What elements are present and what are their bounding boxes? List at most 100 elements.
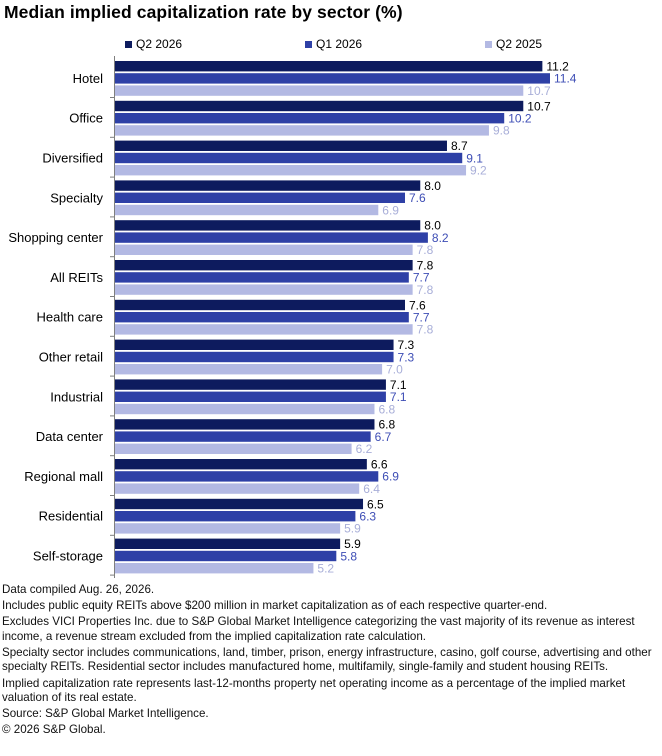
bar-chart: Hotel11.211.410.7Office10.710.29.8Divers…: [8, 56, 577, 578]
bar: [115, 165, 467, 176]
category-label: Residential: [39, 509, 103, 524]
data-label: 5.2: [317, 562, 334, 576]
bar: [115, 459, 367, 470]
note-exclusion: Excludes VICI Properties Inc. due to S&P…: [2, 615, 635, 643]
bar: [115, 339, 394, 350]
bar: [115, 312, 409, 323]
chart-notes: Data compiled Aug. 26, 2026. Includes pu…: [2, 583, 652, 739]
bar: [115, 73, 550, 84]
data-label: 5.9: [344, 522, 361, 536]
data-label: 8.0: [424, 179, 441, 193]
data-label: 6.9: [382, 470, 399, 484]
category-label: Hotel: [73, 71, 103, 86]
category-label: Diversified: [42, 151, 103, 166]
data-label: 7.6: [409, 298, 426, 312]
bar: [115, 232, 428, 243]
note-methodology: Implied capitalization rate represents l…: [2, 676, 626, 705]
note-date: Data compiled Aug. 26, 2026.: [2, 583, 155, 596]
bar: [115, 125, 489, 136]
data-label: 6.6: [371, 458, 388, 472]
legend-item-q2-2026: Q2 2026: [125, 37, 182, 51]
category-label: Regional mall: [24, 469, 103, 484]
bar: [115, 483, 360, 494]
data-label: 7.6: [409, 191, 426, 205]
data-label: 7.1: [390, 378, 407, 392]
bar: [115, 192, 405, 203]
bar: [115, 152, 463, 164]
data-label: 6.9: [382, 203, 399, 217]
legend-swatch: [305, 40, 312, 48]
data-label: 11.2: [546, 60, 569, 74]
category-label: All REITs: [50, 270, 103, 285]
bar: [115, 403, 375, 415]
data-label: 11.4: [554, 72, 577, 86]
data-label: 10.7: [527, 99, 551, 113]
bar: [115, 550, 337, 562]
bar: [115, 511, 356, 522]
data-label: 5.8: [340, 549, 357, 563]
data-label: 7.8: [417, 283, 434, 297]
bar: [115, 180, 421, 191]
data-label: 7.7: [413, 271, 430, 285]
category-label: Self-storage: [33, 549, 103, 564]
bar: [115, 113, 505, 124]
bar: [115, 563, 314, 574]
data-label: 9.1: [466, 151, 483, 165]
data-label: 8.2: [432, 231, 449, 245]
data-label: 9.2: [470, 164, 487, 178]
bar: [115, 419, 375, 430]
note-sector-definitions: Specialty sector includes communications…: [2, 645, 652, 674]
category-label: Industrial: [50, 389, 103, 404]
data-label: 7.8: [417, 323, 434, 337]
chart-title: Median implied capitalization rate by se…: [4, 2, 403, 22]
data-label: 5.9: [344, 537, 361, 551]
note-inclusion: Includes public equity REITs above $200 …: [2, 599, 548, 613]
data-label: 6.8: [378, 402, 395, 416]
data-label: 7.3: [398, 338, 415, 352]
note-source: Source: S&P Global Market Intelligence.: [2, 707, 209, 721]
bar: [115, 324, 413, 335]
data-label: 8.0: [424, 219, 441, 233]
bar: [115, 244, 413, 255]
bar: [115, 498, 364, 510]
bar: [115, 272, 409, 283]
legend-swatch: [125, 40, 132, 48]
data-label: 6.4: [363, 482, 380, 496]
bar: [115, 140, 447, 151]
category-label: Office: [69, 111, 103, 126]
data-label: 7.8: [417, 259, 434, 273]
data-label: 7.0: [386, 363, 403, 377]
data-label: 6.5: [367, 497, 384, 511]
data-label: 8.7: [451, 139, 468, 153]
legend-swatch: [485, 40, 492, 48]
bar: [115, 284, 413, 295]
bar: [115, 299, 405, 311]
data-label: 9.8: [493, 124, 510, 138]
data-label: 6.2: [356, 442, 373, 456]
category-label: Health care: [37, 310, 103, 325]
bar: [115, 220, 421, 231]
data-label: 10.2: [508, 112, 532, 126]
category-label: Data center: [36, 429, 104, 444]
bar: [115, 379, 386, 390]
bar: [115, 523, 341, 534]
legend-label: Q2 2025: [496, 37, 543, 51]
data-label: 7.1: [390, 390, 407, 404]
data-label: 6.7: [375, 430, 392, 444]
bar: [115, 260, 413, 271]
legend-item-q1-2026: Q1 2026: [305, 37, 362, 51]
bar: [115, 61, 543, 72]
legend-label: Q1 2026: [316, 37, 363, 51]
category-label: Shopping center: [8, 230, 103, 245]
data-label: 7.7: [413, 311, 430, 325]
data-label: 10.7: [527, 84, 551, 98]
bar: [115, 85, 524, 96]
data-label: 6.3: [359, 510, 376, 524]
category-label: Specialty: [50, 190, 103, 205]
bar: [115, 391, 386, 402]
data-label: 6.8: [378, 418, 395, 432]
data-label: 7.3: [398, 350, 415, 364]
category-label: Other retail: [39, 350, 103, 365]
note-copyright: © 2026 S&P Global.: [2, 723, 106, 737]
bar: [115, 431, 371, 442]
